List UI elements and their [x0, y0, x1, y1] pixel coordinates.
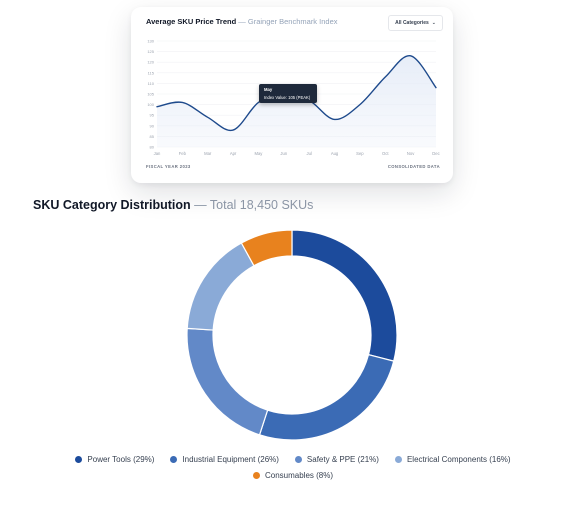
line-chart-title: Average SKU Price Trend — Grainger Bench…	[146, 17, 338, 26]
donut-section-title: SKU Category Distribution — Total 18,450…	[33, 198, 313, 212]
y-tick-label: 110	[148, 81, 155, 86]
legend-item: Electrical Components (16%)	[394, 455, 511, 464]
legend-label: Electrical Components (16%)	[406, 455, 511, 464]
y-tick-label: 115	[148, 70, 155, 75]
tooltip-month: May	[264, 87, 273, 92]
x-tick-label: Jul	[307, 151, 312, 156]
category-dropdown[interactable]: All Categories ⌄	[388, 15, 443, 31]
y-tick-label: 120	[147, 60, 154, 65]
legend-item: Industrial Equipment (26%)	[170, 455, 279, 464]
legend-label: Safety & PPE (21%)	[306, 455, 379, 464]
legend-label: Power Tools (29%)	[87, 455, 155, 464]
y-tick-label: 80	[150, 145, 155, 150]
x-tick-label: Feb	[179, 151, 187, 156]
fiscal-year-label: FISCAL YEAR 2023	[146, 164, 191, 169]
x-tick-label: Sep	[356, 151, 364, 156]
legend-label: Industrial Equipment (26%)	[182, 455, 279, 464]
x-tick-label: Aug	[331, 151, 339, 156]
y-tick-label: 100	[147, 102, 154, 107]
legend-item: Safety & PPE (21%)	[294, 455, 379, 464]
y-tick-label: 85	[150, 134, 155, 139]
line-chart-title-main: Average SKU Price Trend	[146, 17, 237, 26]
y-tick-label: 95	[150, 113, 155, 118]
legend-item: Power Tools (29%)	[75, 455, 154, 464]
legend-swatch	[170, 456, 178, 463]
x-tick-label: Oct	[382, 151, 389, 156]
legend-swatch	[394, 456, 402, 463]
donut-slice	[186, 327, 269, 436]
tooltip-value: Index Value: 105 (PEAK)	[264, 95, 311, 100]
legend-swatch	[294, 456, 302, 463]
legend-swatch	[252, 472, 260, 479]
y-tick-label: 105	[147, 92, 154, 97]
y-tick-label: 90	[150, 123, 155, 128]
y-tick-label: 125	[147, 49, 154, 54]
donut-legend: Power Tools (29%) Industrial Equipment (2…	[28, 455, 558, 480]
category-dropdown-label: All Categories	[395, 20, 429, 26]
chevron-down-icon: ⌄	[431, 20, 436, 26]
x-tick-label: Jan	[154, 151, 161, 156]
line-chart-subtitle: — Grainger Benchmark Index	[238, 17, 338, 26]
donut-title-main: SKU Category Distribution	[33, 198, 191, 212]
consolidated-data-label: CONSOLIDATED DATA	[387, 164, 440, 169]
legend-swatch	[75, 456, 83, 463]
donut-slice	[240, 229, 293, 267]
legend-label: Consumables (8%)	[264, 471, 334, 480]
x-tick-label: Jun	[280, 151, 287, 156]
x-tick-label: Dec	[432, 151, 439, 156]
legend-item: Consumables (8%)	[252, 471, 334, 480]
donut-chart	[186, 229, 398, 441]
donut-slice	[186, 242, 255, 331]
y-tick-label: 130	[147, 39, 154, 44]
chart-tooltip: May Index Value: 105 (PEAK)	[259, 84, 317, 103]
donut-title-sub: — Total 18,450 SKUs	[194, 198, 314, 212]
x-tick-label: Nov	[407, 151, 415, 156]
donut-slice	[291, 229, 398, 362]
donut-slice	[258, 353, 395, 441]
x-tick-label: Apr	[230, 151, 237, 156]
x-tick-label: May	[254, 151, 263, 156]
x-tick-label: Mar	[204, 151, 212, 156]
